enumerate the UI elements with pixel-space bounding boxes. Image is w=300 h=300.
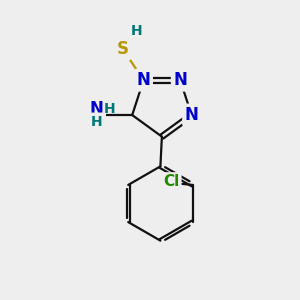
Text: H: H [130, 23, 142, 38]
Text: N: N [184, 106, 199, 124]
Text: N: N [90, 100, 104, 118]
Text: S: S [117, 40, 129, 58]
Text: Cl: Cl [163, 175, 179, 190]
Text: N: N [173, 71, 187, 89]
Text: H: H [91, 115, 102, 129]
Text: N: N [136, 71, 151, 89]
Text: H: H [104, 101, 116, 116]
